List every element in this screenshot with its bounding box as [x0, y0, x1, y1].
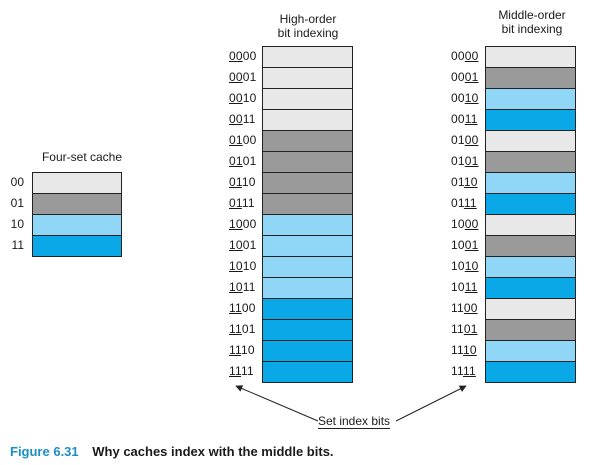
high-order-address-1000: 1000	[229, 217, 257, 231]
high-order-address-0000: 0000	[229, 49, 257, 63]
middle-order-address-0010: 0010	[451, 91, 479, 105]
high-order-address-1010: 1010	[229, 259, 257, 273]
four-set-cache-title: Four-set cache	[41, 150, 123, 164]
middle-order-address-1101: 1101	[451, 322, 478, 336]
middle-order-address-0000: 0000	[451, 49, 479, 63]
high-order-address-0001: 0001	[229, 70, 257, 84]
middle-order-title-line2: bit indexing	[501, 22, 563, 36]
four-set-label-11: 11	[11, 238, 24, 252]
figure-caption: Figure 6.31 Why caches index with the mi…	[10, 444, 334, 459]
arrow-to-middle-bits	[395, 385, 467, 422]
high-order-title-line1: High-order	[279, 12, 337, 26]
four-set-label-01: 01	[10, 196, 24, 210]
figure-number: Figure 6.31	[10, 444, 79, 459]
middle-order-address-1010: 1010	[451, 259, 479, 273]
four-set-label-10: 10	[10, 217, 24, 231]
middle-order-address-1111: 1111	[451, 364, 476, 378]
high-order-address-0011: 0011	[229, 112, 256, 126]
high-order-address-0110: 0110	[229, 175, 256, 189]
high-order-address-0111: 0111	[229, 196, 255, 210]
set-index-bits-label: Set index bits	[318, 414, 391, 429]
middle-order-address-1000: 1000	[451, 217, 479, 231]
middle-order-address-0111: 0111	[451, 196, 477, 210]
middle-order-address-1011: 1011	[451, 280, 478, 294]
high-order-address-0100: 0100	[229, 133, 257, 147]
middle-order-title: Middle-order bit indexing	[486, 8, 578, 36]
high-order-address-0101: 0101	[229, 154, 257, 168]
high-order-address-1110: 1110	[229, 343, 255, 357]
middle-order-address-0100: 0100	[451, 133, 479, 147]
middle-order-address-1110: 1110	[451, 343, 477, 357]
middle-order-title-line1: Middle-order	[498, 8, 566, 22]
middle-order-address-0011: 0011	[451, 112, 478, 126]
middle-order-address-1100: 1100	[451, 301, 478, 315]
figure-caption-text: Why caches index with the middle bits.	[92, 444, 334, 459]
high-order-address-1001: 1001	[229, 238, 257, 252]
high-order-address-1011: 1011	[229, 280, 256, 294]
high-order-address-1111: 1111	[229, 364, 254, 378]
middle-order-address-1001: 1001	[451, 238, 479, 252]
middle-order-address-0110: 0110	[451, 175, 478, 189]
four-set-cell-11	[32, 235, 122, 257]
high-order-title: High-order bit indexing	[262, 12, 354, 40]
high-order-address-1101: 1101	[229, 322, 256, 336]
four-set-label-00: 00	[10, 175, 24, 189]
middle-order-cell-1111	[485, 361, 576, 383]
middle-order-address-0001: 0001	[451, 70, 479, 84]
high-order-address-1100: 1100	[229, 301, 256, 315]
high-order-address-0010: 0010	[229, 91, 257, 105]
middle-order-address-0101: 0101	[451, 154, 479, 168]
high-order-title-line2: bit indexing	[277, 26, 339, 40]
arrow-to-high-order-bits	[235, 385, 319, 422]
high-order-cell-1111	[262, 361, 353, 383]
